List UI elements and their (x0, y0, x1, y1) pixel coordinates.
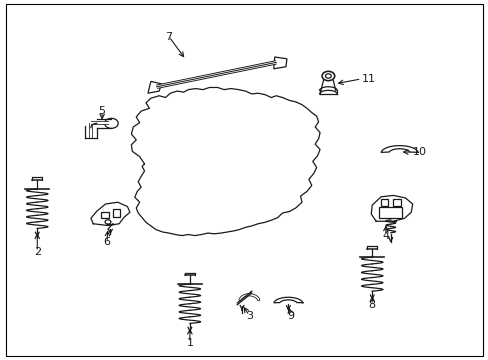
Text: 1: 1 (186, 338, 193, 348)
Text: 4: 4 (382, 231, 388, 241)
Bar (101, 212, 109, 219)
Text: 3: 3 (245, 311, 252, 320)
Text: 5: 5 (99, 106, 105, 116)
Bar (378, 207, 401, 218)
Bar (380, 199, 387, 206)
Bar (392, 199, 400, 206)
Text: 8: 8 (368, 300, 375, 310)
Text: 9: 9 (286, 311, 294, 320)
Text: 2: 2 (34, 247, 41, 257)
Text: 11: 11 (361, 74, 375, 84)
Bar (113, 210, 120, 217)
Text: 7: 7 (165, 32, 172, 41)
Text: 10: 10 (412, 147, 426, 157)
Text: 6: 6 (103, 237, 110, 247)
